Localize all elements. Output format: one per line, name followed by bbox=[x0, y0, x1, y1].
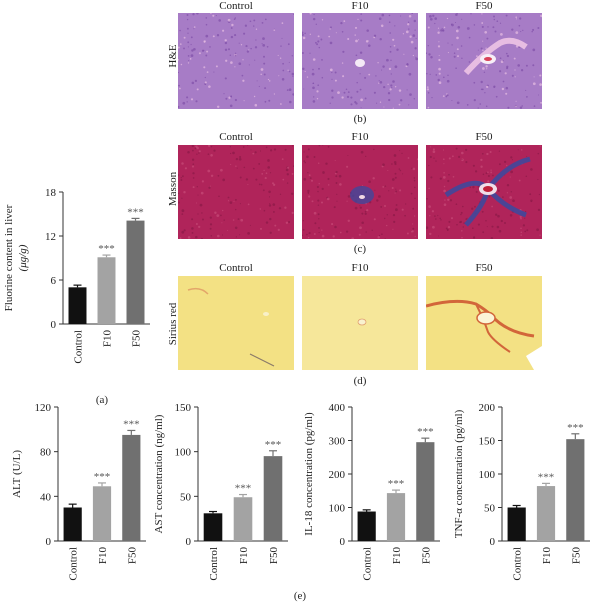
chart-alt: 0 40 80 120 ALT (U/L) Control *** F10 *** F50 bbox=[11, 402, 146, 581]
he-f10-image bbox=[302, 13, 418, 109]
sirius-f10-image bbox=[302, 276, 418, 370]
panel-label-a: (a) bbox=[95, 394, 109, 406]
masson-f10-image bbox=[302, 145, 418, 239]
y-tick-label: 120 bbox=[35, 402, 52, 414]
significance-marker: *** bbox=[417, 426, 434, 438]
y-tick-label: 0 bbox=[340, 536, 346, 548]
significance-marker: *** bbox=[538, 471, 555, 483]
y-axis-label: ALT (U/L) bbox=[11, 450, 23, 498]
column-title-f50-3: F50 bbox=[475, 262, 493, 274]
bar bbox=[386, 493, 406, 541]
y-tick-label: 300 bbox=[329, 436, 346, 448]
column-title-f10: F10 bbox=[351, 0, 369, 12]
bar bbox=[566, 439, 585, 541]
column-title-control-2: Control bbox=[219, 131, 253, 143]
column-title-f10-3: F10 bbox=[351, 262, 369, 274]
x-tick-label: F50 bbox=[570, 547, 582, 565]
y-tick-label: 18 bbox=[45, 187, 57, 199]
y-tick-label: 0 bbox=[186, 536, 192, 548]
x-tick-label: F50 bbox=[420, 547, 432, 565]
bar bbox=[357, 511, 376, 541]
bar bbox=[263, 456, 283, 541]
sirius-f50-image bbox=[426, 276, 542, 370]
x-tick-label: F50 bbox=[268, 547, 280, 565]
bar bbox=[233, 497, 253, 541]
panel-label-c: (c) bbox=[353, 243, 367, 255]
y-axis-label-unit: (μg/g) bbox=[17, 244, 29, 271]
bar bbox=[203, 513, 223, 541]
y-tick-label: 200 bbox=[329, 469, 346, 481]
x-tick-label: F10 bbox=[391, 547, 403, 565]
y-tick-label: 50 bbox=[180, 491, 192, 503]
chart-ast: 0 50 100 150 AST concentration (ng/ml) Contro… bbox=[153, 402, 288, 581]
bar bbox=[122, 434, 141, 541]
y-tick-label: 100 bbox=[175, 447, 192, 459]
column-title-f50-2: F50 bbox=[475, 131, 493, 143]
y-axis-label: IL-18 concentration (pg/ml) bbox=[303, 412, 315, 536]
significance-marker: *** bbox=[123, 418, 140, 430]
x-tick-label: Control bbox=[68, 547, 80, 581]
significance-marker: *** bbox=[127, 206, 144, 218]
y-tick-label: 50 bbox=[484, 503, 496, 515]
masson-control-image bbox=[178, 145, 294, 239]
x-tick-label: Control bbox=[512, 547, 524, 581]
significance-marker: *** bbox=[98, 243, 115, 255]
panel-label-e: (e) bbox=[293, 590, 307, 602]
significance-marker: *** bbox=[265, 439, 282, 451]
y-tick-label: 0 bbox=[51, 319, 57, 331]
panel-label-d: (d) bbox=[353, 375, 367, 387]
y-axis-label: TNF-α concentration (pg/ml) bbox=[453, 409, 465, 538]
x-tick-label: Control bbox=[73, 330, 85, 364]
bar bbox=[68, 287, 87, 324]
x-tick-label: Control bbox=[362, 547, 374, 581]
x-tick-label: Control bbox=[208, 547, 220, 581]
y-axis-label: AST concentration (ng/ml) bbox=[153, 414, 165, 533]
panel-label-b: (b) bbox=[353, 113, 367, 125]
column-title-control-3: Control bbox=[219, 262, 253, 274]
bar bbox=[416, 442, 435, 541]
y-tick-label: 200 bbox=[479, 402, 496, 414]
bar bbox=[97, 257, 116, 324]
y-tick-label: 80 bbox=[40, 447, 52, 459]
bar bbox=[63, 507, 82, 541]
bar bbox=[126, 220, 145, 324]
significance-marker: *** bbox=[388, 478, 405, 490]
significance-marker: *** bbox=[567, 422, 584, 434]
sirius-control-image bbox=[178, 276, 294, 370]
y-tick-label: 40 bbox=[40, 491, 52, 503]
he-f50-image bbox=[426, 13, 542, 109]
y-tick-label: 0 bbox=[490, 536, 496, 548]
bar bbox=[92, 486, 112, 541]
x-tick-label: F10 bbox=[238, 547, 250, 565]
x-tick-label: F50 bbox=[126, 547, 138, 565]
y-tick-label: 150 bbox=[479, 436, 496, 448]
bar bbox=[507, 507, 526, 541]
y-tick-label: 6 bbox=[51, 275, 57, 287]
column-title-f50: F50 bbox=[475, 0, 493, 12]
y-tick-label: 150 bbox=[175, 402, 192, 414]
x-tick-label: F10 bbox=[541, 547, 553, 565]
y-tick-label: 12 bbox=[45, 231, 56, 243]
y-tick-label: 100 bbox=[329, 503, 346, 515]
chart-tnf: 0 50 100 150 200 TNF-α concentration (pg/ml) C… bbox=[453, 402, 590, 581]
y-tick-label: 0 bbox=[46, 536, 52, 548]
y-tick-label: 100 bbox=[479, 469, 496, 481]
masson-f50-image bbox=[426, 145, 542, 239]
significance-marker: *** bbox=[235, 483, 252, 495]
column-title-control: Control bbox=[219, 0, 253, 12]
y-axis-label: Fluorine content in liver bbox=[3, 204, 15, 311]
bar bbox=[536, 486, 556, 541]
x-tick-label: F50 bbox=[131, 330, 143, 348]
y-tick-label: 400 bbox=[329, 402, 346, 414]
column-title-f10-2: F10 bbox=[351, 131, 369, 143]
x-tick-label: F10 bbox=[102, 330, 114, 348]
chart-fluorine-content: 0 6 12 18 Fluorine content in liver (μg/g) Con… bbox=[3, 187, 150, 364]
he-control-image bbox=[178, 13, 294, 109]
x-tick-label: F10 bbox=[97, 547, 109, 565]
significance-marker: *** bbox=[94, 471, 111, 483]
chart-il18: 0 100 200 300 400 IL-18 concentration (pg/ml)… bbox=[303, 402, 440, 581]
